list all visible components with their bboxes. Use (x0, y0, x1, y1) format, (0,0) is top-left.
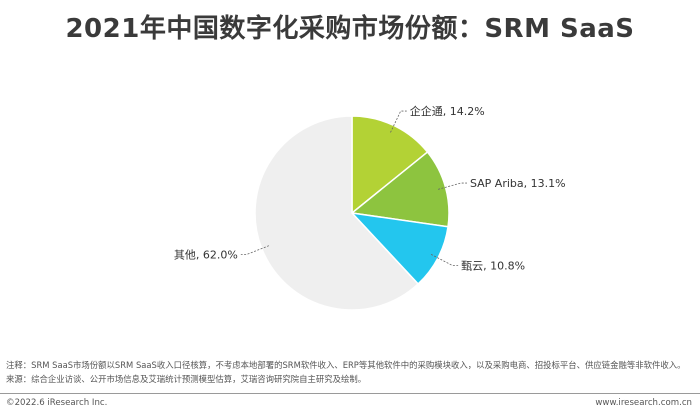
chart-notes: 注释：SRM SaaS市场份额以SRM SaaS收入口径核算，不考虑本地部署的S… (6, 358, 696, 386)
website-text: www.iresearch.com.cn (595, 398, 692, 408)
source-line: 来源：综合企业访谈、公开市场信息及艾瑞统计预测模型估算，艾瑞咨询研究院自主研究及… (6, 374, 367, 384)
data-label-slice-3: 甄云, 10.8% (461, 259, 525, 272)
leader-line-slice-3 (430, 253, 459, 266)
data-label-slice-1: 企企通, 14.2% (410, 104, 485, 118)
leader-line-slice-4 (240, 245, 270, 255)
leader-line-sap-ariba (437, 182, 467, 190)
copyright-text: ©2022.6 iResearch Inc. (6, 398, 108, 408)
leader-line-slice-1 (390, 110, 407, 133)
footer-divider (0, 393, 700, 394)
page-title: 2021年中国数字化采购市场份额：SRM SaaS (65, 14, 635, 44)
data-label-slice-4: 其他, 62.0% (174, 248, 238, 261)
note-line-1: 注释：SRM SaaS市场份额以SRM SaaS收入口径核算，不考虑本地部署的S… (6, 360, 686, 370)
data-label-sap-ariba: SAP Ariba, 13.1% (470, 177, 566, 190)
